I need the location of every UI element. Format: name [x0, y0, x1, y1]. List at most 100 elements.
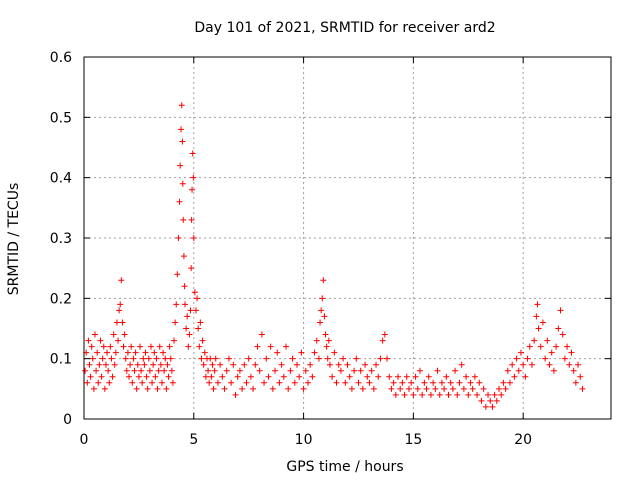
data-point	[533, 313, 540, 320]
data-point	[534, 301, 541, 308]
data-point	[476, 379, 483, 386]
x-tick-label: 0	[80, 432, 89, 448]
data-point	[355, 379, 362, 386]
data-point	[364, 373, 371, 380]
data-point	[85, 337, 92, 344]
data-point	[478, 397, 485, 404]
data-point	[169, 379, 176, 386]
data-point	[256, 367, 263, 374]
data-point	[274, 349, 281, 356]
data-point	[561, 355, 568, 362]
data-point	[357, 367, 364, 374]
data-point	[421, 379, 428, 386]
data-point	[161, 367, 168, 374]
data-point	[320, 277, 327, 284]
data-point	[526, 343, 533, 350]
data-point	[115, 337, 122, 344]
data-point	[566, 361, 573, 368]
y-axis-label: SRMTID / TECUs	[6, 183, 22, 296]
axis-ticks	[83, 56, 611, 420]
data-point	[515, 367, 522, 374]
y-tick-label: 0.3	[50, 231, 72, 247]
data-point	[217, 361, 224, 368]
data-point	[381, 331, 388, 338]
data-point	[122, 355, 129, 362]
data-point	[162, 355, 169, 362]
data-point	[121, 331, 128, 338]
data-point	[265, 373, 272, 380]
data-point	[555, 325, 562, 332]
data-point	[368, 367, 375, 374]
data-point	[152, 373, 159, 380]
data-point	[548, 349, 555, 356]
data-point	[517, 349, 524, 356]
data-point	[572, 379, 579, 386]
data-point	[287, 367, 294, 374]
data-point	[416, 367, 423, 374]
data-point	[188, 216, 195, 223]
data-point	[95, 379, 102, 386]
data-point	[89, 355, 96, 362]
data-point	[211, 367, 218, 374]
data-point	[87, 373, 94, 380]
data-point	[542, 355, 549, 362]
data-point	[384, 355, 391, 362]
data-point	[174, 271, 181, 278]
data-point	[167, 355, 174, 362]
data-point	[322, 331, 329, 338]
data-point	[445, 391, 452, 398]
data-point	[208, 373, 215, 380]
data-point	[132, 349, 139, 356]
data-point	[427, 391, 434, 398]
y-tick-label: 0.4	[50, 171, 72, 187]
data-point	[458, 361, 465, 368]
data-point	[93, 367, 100, 374]
data-point	[225, 355, 232, 362]
data-point	[331, 349, 338, 356]
data-point	[511, 373, 518, 380]
data-point	[140, 355, 147, 362]
data-point	[189, 150, 196, 157]
data-point	[276, 379, 283, 386]
data-point	[141, 361, 148, 368]
data-point	[318, 307, 325, 314]
data-point	[447, 379, 454, 386]
data-point	[104, 349, 111, 356]
data-point	[438, 379, 445, 386]
data-point	[127, 361, 134, 368]
y-tick-label: 0.6	[50, 50, 72, 66]
data-point	[168, 367, 175, 374]
data-point	[207, 355, 214, 362]
data-point	[559, 331, 566, 338]
y-tick-label: 0.1	[50, 352, 72, 368]
data-point	[179, 138, 186, 145]
data-point	[106, 379, 113, 386]
data-point	[460, 385, 467, 392]
data-point	[419, 391, 426, 398]
data-point	[181, 283, 188, 290]
data-point	[96, 361, 103, 368]
x-tick-labels: 0 5 10 15 20	[80, 432, 533, 448]
data-point	[205, 367, 212, 374]
data-point	[401, 391, 408, 398]
data-point	[509, 361, 516, 368]
data-point	[194, 295, 201, 302]
data-point	[212, 355, 219, 362]
data-point	[172, 319, 179, 326]
data-point	[405, 385, 412, 392]
data-point	[397, 385, 404, 392]
data-point	[333, 379, 340, 386]
x-tick-label: 10	[295, 432, 313, 448]
data-point	[326, 361, 333, 368]
data-point	[298, 349, 305, 356]
y-tick-label: 0.2	[50, 291, 72, 307]
data-point	[456, 379, 463, 386]
data-point	[370, 385, 377, 392]
data-point	[351, 367, 358, 374]
data-point	[324, 355, 331, 362]
data-point	[302, 367, 309, 374]
data-point	[373, 361, 380, 368]
data-point	[452, 367, 459, 374]
data-series	[82, 102, 586, 410]
data-point	[139, 379, 146, 386]
